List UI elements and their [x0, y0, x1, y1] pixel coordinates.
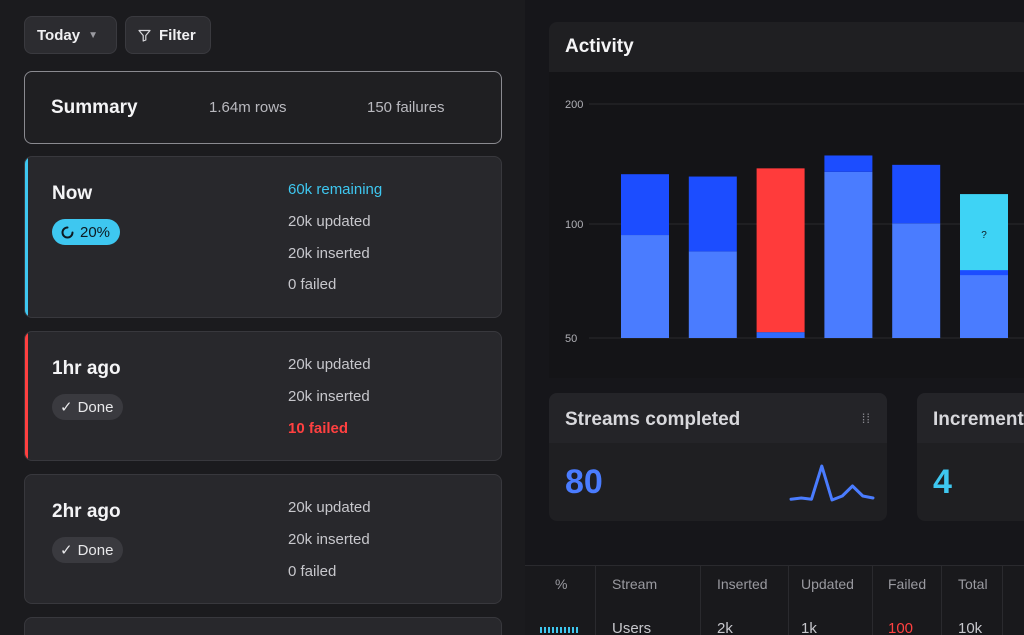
cell-updated: 1k — [801, 620, 817, 635]
y-tick-label: 200 — [565, 99, 583, 111]
activity-panel: Activity 200 100 50? — [549, 22, 1024, 378]
col-header-total[interactable]: Total — [958, 576, 988, 592]
metric-title: Increment — [933, 409, 1024, 430]
run-time: 2hr ago — [52, 501, 121, 522]
date-range-dropdown[interactable]: Today ▼ — [24, 16, 117, 54]
stat-inserted: 20k inserted — [288, 530, 370, 548]
progress-badge: 20% — [52, 219, 121, 245]
bar-divider — [960, 270, 1008, 276]
bar-segment-top[interactable] — [621, 174, 669, 236]
col-header-stream[interactable]: Stream — [612, 576, 658, 592]
bar-segment-base[interactable] — [824, 171, 873, 338]
run-card-2hr-ago[interactable]: 2hr ago ✓ Done 20k updated 20k inserted … — [24, 474, 502, 604]
streams-completed-card[interactable]: Streams completed ⁞⁞ 80 — [549, 393, 887, 521]
bar-segment-top[interactable] — [688, 176, 737, 252]
run-card-now[interactable]: Now 20% 60k remaining 20k updated 20k in… — [24, 156, 502, 318]
filter-icon — [138, 29, 151, 42]
runs-pane: Today ▼ Filter Summary 1.64m rows 150 fa… — [24, 16, 502, 635]
col-header-percent[interactable]: % — [555, 576, 568, 592]
column-divider — [595, 566, 596, 635]
y-tick-label: 100 — [565, 219, 583, 231]
column-divider — [941, 566, 942, 635]
bar-segment-top[interactable] — [960, 194, 1008, 274]
run-time: 1hr ago — [52, 358, 121, 379]
cell-stream[interactable]: Users — [612, 620, 652, 635]
stat-failed: 0 failed — [288, 276, 337, 294]
bar-segment-base[interactable] — [621, 235, 669, 338]
col-header-updated[interactable]: Updated — [801, 576, 854, 592]
stat-updated: 20k updated — [288, 356, 371, 373]
run-card-1hr-ago[interactable]: 1hr ago ✓ Done 20k updated 20k inserted … — [24, 331, 502, 461]
check-icon: ✓ — [60, 542, 73, 559]
bar-segment-top[interactable] — [756, 168, 805, 333]
metric-value: 4 — [933, 463, 952, 501]
stat-inserted: 20k inserted — [288, 387, 370, 405]
bar-segment-top[interactable] — [824, 155, 873, 172]
drag-handle-icon[interactable]: ⁞⁞ — [861, 411, 871, 426]
dashboard-pane: Activity 200 100 50? Streams completed ⁞⁞ … — [525, 0, 1024, 635]
date-range-label: Today — [37, 26, 81, 44]
cell-total: 10k — [958, 620, 983, 635]
column-divider — [1002, 566, 1003, 635]
bar-segment-top[interactable] — [892, 164, 941, 224]
done-label: Done — [77, 541, 114, 559]
check-icon: ✓ — [60, 399, 73, 416]
column-divider — [788, 566, 789, 635]
filter-label: Filter — [159, 26, 196, 44]
increment-card[interactable]: Increment 4 — [917, 393, 1024, 521]
metric-value: 80 — [565, 463, 603, 501]
bar-segment-base[interactable] — [960, 273, 1008, 338]
row-progress-bar — [540, 627, 580, 633]
stat-failed: 10 failed — [288, 419, 349, 437]
sparkline-line — [789, 464, 875, 502]
activity-chart: 200 100 50? — [565, 99, 1024, 345]
spinner-icon — [61, 226, 74, 238]
sparkline-chart — [789, 464, 875, 502]
cell-inserted: 2k — [717, 620, 733, 635]
col-header-inserted[interactable]: Inserted — [717, 576, 768, 592]
summary-title: Summary — [51, 96, 138, 118]
summary-failures: 150 failures — [367, 99, 445, 116]
stat-updated: 20k updated — [288, 212, 371, 230]
run-stats: 60k remaining 20k updated 20k inserted 0… — [288, 174, 382, 301]
activity-title: Activity — [565, 36, 634, 57]
activity-plot-area: 200 100 50? — [549, 72, 1024, 378]
bar-segment-base[interactable] — [892, 223, 941, 338]
column-divider — [700, 566, 701, 635]
metric-title: Streams completed — [565, 409, 741, 430]
metric-header — [549, 393, 887, 443]
chevron-down-icon: ▼ — [88, 29, 98, 41]
summary-card[interactable]: Summary 1.64m rows 150 failures — [24, 71, 502, 144]
run-stats: 20k updated 20k inserted 0 failed — [288, 492, 371, 587]
streams-table: % Stream Inserted Updated Failed Total U… — [525, 565, 1024, 635]
bar-segment-base[interactable] — [756, 332, 805, 338]
stat-failed: 0 failed — [288, 562, 337, 580]
run-time: Now — [52, 183, 93, 204]
run-stats: 20k updated 20k inserted 10 failed — [288, 349, 371, 444]
bar-segment-base[interactable] — [688, 251, 737, 338]
summary-rows: 1.64m rows — [209, 99, 287, 116]
done-badge: ✓ Done — [52, 537, 124, 563]
metric-header — [917, 393, 1024, 443]
done-badge: ✓ Done — [52, 394, 124, 420]
col-header-failed[interactable]: Failed — [888, 576, 927, 592]
stat-inserted: 20k inserted — [288, 244, 370, 262]
cell-failed: 100 — [888, 620, 914, 635]
run-card-partial[interactable] — [24, 617, 502, 635]
status-accent-bar — [25, 157, 28, 317]
filter-button[interactable]: Filter — [125, 16, 211, 54]
stat-updated: 20k updated — [288, 499, 371, 516]
status-accent-bar — [25, 332, 28, 460]
bar-annotation: ? — [981, 230, 987, 241]
y-tick-label: 50 — [565, 333, 577, 345]
stat-remaining: 60k remaining — [288, 181, 383, 198]
progress-value: 20% — [80, 223, 111, 241]
column-divider — [872, 566, 873, 635]
done-label: Done — [77, 398, 114, 416]
